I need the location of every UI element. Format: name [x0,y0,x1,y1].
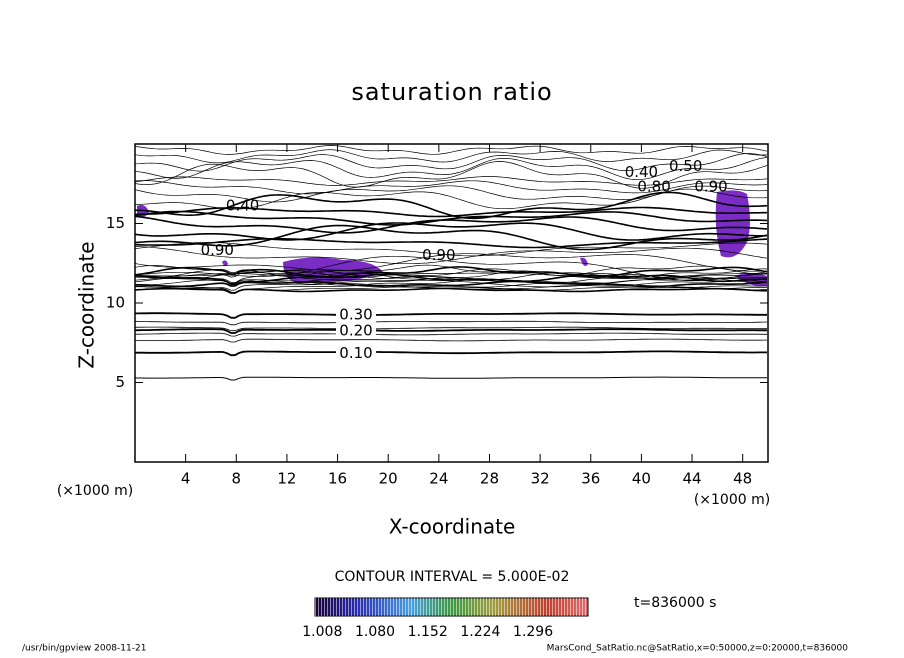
contour-texture [135,206,767,218]
contour-texture [135,332,767,337]
x-tick-label: 44 [682,470,701,488]
contour-texture [135,242,768,257]
contour-label-bg [336,322,376,339]
x-tick-label: 20 [379,470,398,488]
colorbar-stripes [315,598,588,616]
contour-interval: CONTOUR INTERVAL = 5.000E-02 [335,569,570,585]
x-unit-left: (×1000 m) [57,483,133,499]
time-label: t=836000 s [634,595,716,611]
footer-right: MarsCond_SatRatio.nc@SatRatio,x=0:50000,… [547,644,849,654]
colorbar-tick-label: 1.008 [302,624,342,640]
plot-frame [134,143,769,463]
contour-texture [135,273,768,288]
contour-texture [135,222,768,241]
contour-line [135,328,767,334]
contour-texture [135,326,767,332]
contour-texture [135,255,768,282]
x-tick-label: 12 [277,470,296,488]
y-tick-label: 5 [115,373,125,391]
x-tick-label: 36 [581,470,600,488]
x-tick-label: 4 [181,470,191,488]
contour-texture [135,153,768,172]
contour-line [135,312,767,319]
contour-label: 0.80 [637,177,670,195]
x-tick-label: 48 [733,470,752,488]
x-tick-label: 16 [328,470,347,488]
contour-texture [135,253,768,272]
x-tick-label: 24 [429,470,448,488]
contour-texture [135,246,768,265]
contour-texture [135,145,768,155]
contour-texture [135,210,768,226]
x-unit-right: (×1000 m) [694,492,770,508]
contour-texture [135,320,768,326]
x-tick-label: 28 [480,470,499,488]
contour-label-bg [336,306,376,323]
contour-texture [135,280,768,288]
y-tick-label: 10 [106,294,125,312]
colorbar-tick-label: 1.080 [355,624,395,640]
footer-left: /usr/bin/gpview 2008-11-21 [22,644,146,654]
colorbar-tick-label: 1.296 [513,624,553,640]
x-axis-label: X-coordinate [389,515,516,539]
contour-texture [135,157,768,181]
y-axis-label: Z-coordinate [75,241,99,368]
contour-texture [135,287,768,294]
y-tick-label: 15 [106,214,125,232]
contour-texture [135,176,768,186]
contour-label: 0.50 [669,157,702,175]
contour-texture [135,273,767,286]
contour-label: 0.20 [339,322,372,340]
contour-label: 0.40 [625,163,658,181]
contour-texture [135,224,768,251]
x-tick-label: 40 [632,470,651,488]
contour-label-bg [336,344,376,361]
contour-label: 0.90 [422,246,455,264]
contour-label: 0.40 [226,197,259,215]
contour-texture [135,264,767,277]
contour-texture [135,238,768,249]
x-tick-label: 32 [531,470,550,488]
colorbar-tick-label: 1.152 [408,624,448,640]
chart-title: saturation ratio [351,78,552,106]
contour-texture [135,149,768,164]
contour-label: 0.90 [201,241,234,259]
colorbar-tick-label: 1.224 [460,624,500,640]
contour-texture [135,376,767,381]
contour-texture [135,180,768,195]
x-tick-label: 8 [232,470,242,488]
contour-label: 0.30 [339,306,372,324]
contour-label: 0.90 [694,177,727,195]
contour-line [135,350,767,357]
plot-area [135,145,768,381]
contour-texture [135,215,768,234]
contour-label: 0.10 [339,344,372,362]
contour-texture [135,338,767,343]
supersaturation-region [137,190,767,287]
